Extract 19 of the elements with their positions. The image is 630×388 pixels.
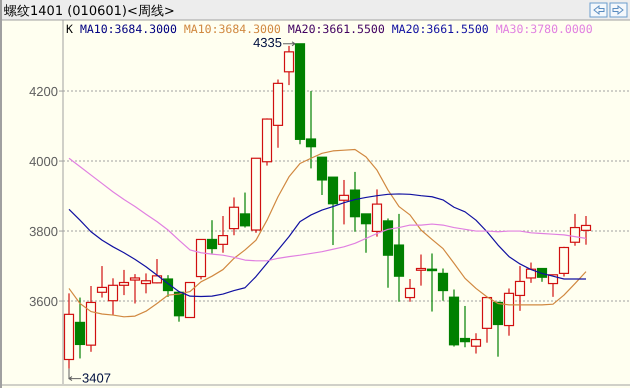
- annotation: 3407: [82, 370, 111, 386]
- chart-title: 螺纹1401 (010601)<周线>: [4, 4, 175, 19]
- annotation: K: [66, 22, 73, 36]
- annotation: MA10:3684.3000: [80, 22, 177, 36]
- annotation: 4335: [253, 34, 282, 50]
- line-series: [68, 193, 587, 298]
- candlestick: [74, 296, 86, 360]
- annotation: MA20:3661.5500: [288, 22, 385, 36]
- text: MA20:3661.5500: [392, 22, 489, 36]
- y-tick-label: 3800: [29, 224, 58, 240]
- y-tick-label: 4000: [29, 154, 58, 170]
- text: MA30:3780.0000: [496, 22, 593, 36]
- y-tick-label: 4200: [29, 84, 58, 100]
- y-tick-label: 3600: [29, 294, 58, 310]
- text: MA10:3684.3000: [184, 22, 281, 36]
- candlestick: [338, 179, 350, 225]
- candlestick: [416, 254, 426, 286]
- line-series: [68, 158, 587, 262]
- candlestick: [426, 252, 438, 312]
